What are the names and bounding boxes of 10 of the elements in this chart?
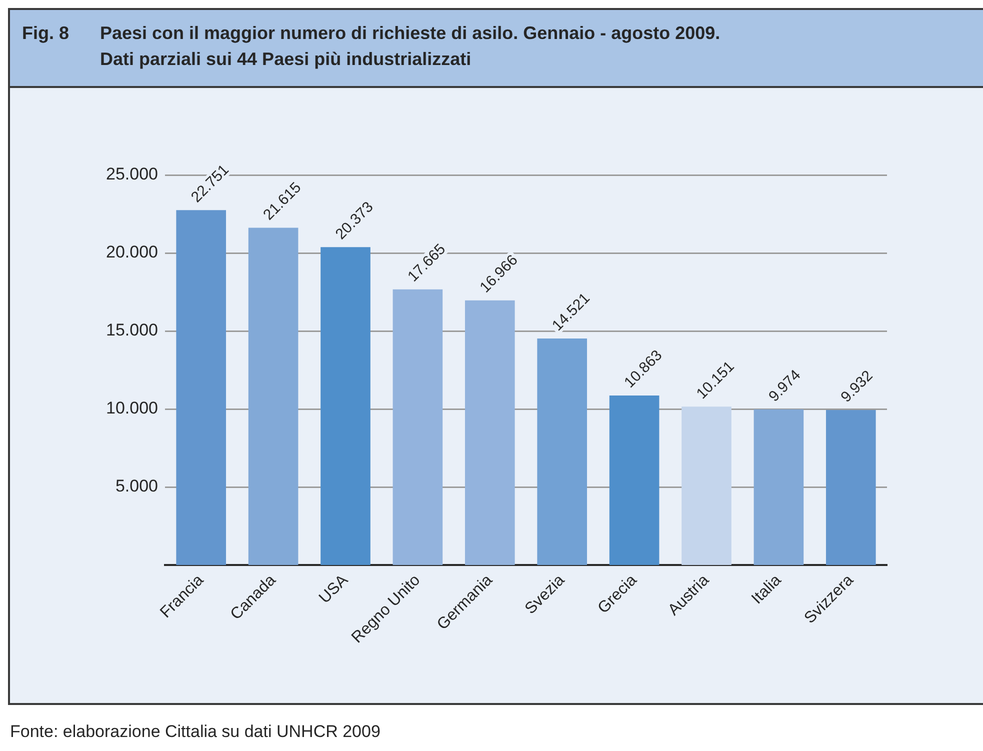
y-tick-label: 10.000 bbox=[106, 398, 158, 418]
y-tick-label: 15.000 bbox=[106, 320, 158, 340]
y-tick-label: 5.000 bbox=[115, 476, 158, 496]
chart-subtitle: Dati parziali sui 44 Paesi più industrializzati bbox=[100, 48, 472, 71]
source-note: Fonte: elaborazione Cittalia su dati UNHCR 2009 bbox=[9, 721, 382, 743]
chart-title: Paesi con il maggior numero di richieste di asilo. Gennaio - agosto 2009. bbox=[100, 22, 720, 45]
x-tick-label: USA bbox=[316, 571, 352, 607]
y-tick-label: 20.000 bbox=[106, 242, 158, 262]
y-tick-label: 25.000 bbox=[106, 164, 158, 184]
caption: Fig. 8 bbox=[22, 22, 70, 45]
